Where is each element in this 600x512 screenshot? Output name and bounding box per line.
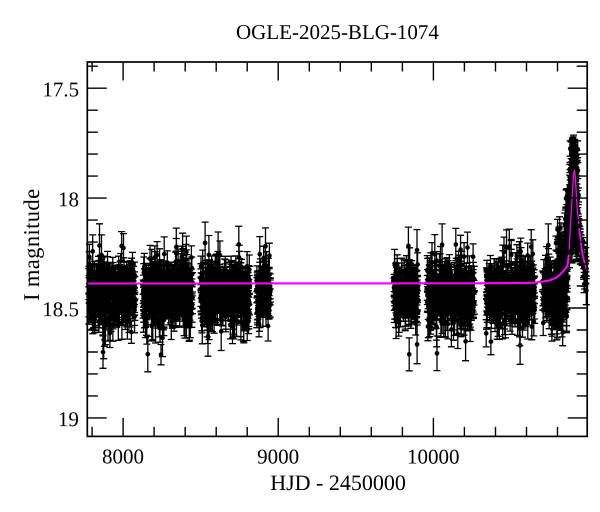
svg-text:10000: 10000: [407, 445, 460, 469]
svg-text:19: 19: [58, 407, 79, 431]
svg-text:9000: 9000: [257, 444, 299, 468]
svg-text:18: 18: [58, 187, 79, 211]
svg-text:17.5: 17.5: [42, 77, 79, 101]
svg-text:I magnitude: I magnitude: [19, 189, 44, 302]
svg-text:8000: 8000: [102, 444, 144, 468]
svg-text:HJD - 2450000: HJD - 2450000: [270, 470, 406, 495]
svg-text:OGLE-2025-BLG-1074: OGLE-2025-BLG-1074: [236, 20, 439, 44]
svg-text:18.5: 18.5: [42, 297, 79, 321]
